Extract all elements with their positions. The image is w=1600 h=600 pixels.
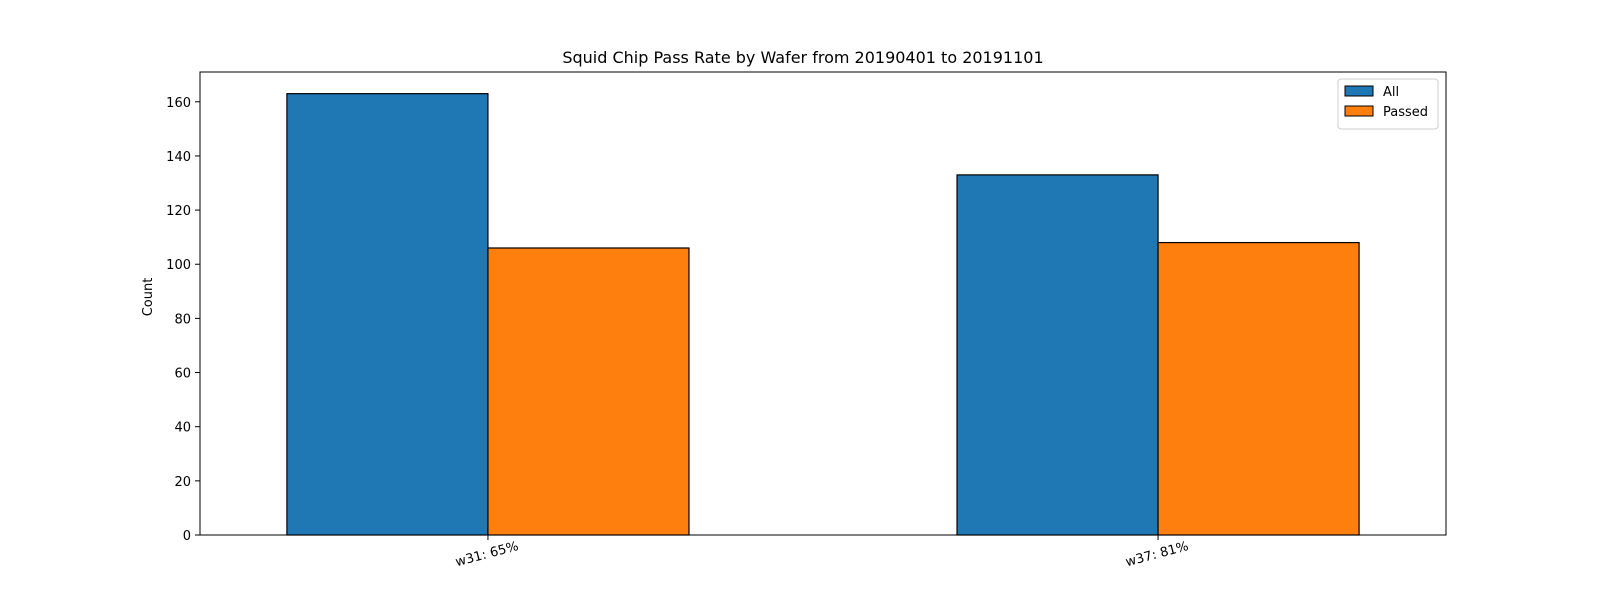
- bars-group: [286, 93, 1360, 536]
- legend-swatch-all: [1344, 85, 1374, 97]
- legend: All Passed: [1337, 78, 1439, 130]
- bar-passed-2: [1157, 241, 1360, 536]
- legend-label-passed: Passed: [1383, 105, 1428, 120]
- y-tick-label: 140: [166, 150, 191, 165]
- y-axis-label: Count: [141, 278, 156, 317]
- y-tick-label: 60: [174, 367, 191, 382]
- y-tick-label: 100: [166, 258, 191, 273]
- y-tick-label: 120: [166, 204, 191, 219]
- plot-frame: [199, 71, 1447, 536]
- chart-title: Squid Chip Pass Rate by Wafer from 20190…: [562, 48, 1043, 67]
- y-tick-label: 40: [174, 421, 191, 436]
- y-axis-ticks: 0 20 40 60 80 100 120 140 160: [166, 96, 200, 544]
- legend-swatch-passed: [1344, 105, 1374, 117]
- bar-passed-1: [487, 247, 690, 536]
- bar-all-1: [286, 93, 489, 536]
- x-axis-ticks: w31: 65% w37: 81%: [454, 535, 1190, 570]
- x-tick-label: w37: 81%: [1124, 539, 1190, 570]
- y-tick-label: 80: [174, 312, 191, 327]
- y-tick-label: 160: [166, 96, 191, 111]
- y-tick-label: 20: [174, 475, 191, 490]
- bar-all-2: [956, 174, 1159, 536]
- y-tick-label: 0: [183, 529, 191, 544]
- x-tick-label: w31: 65%: [454, 539, 520, 570]
- legend-label-all: All: [1383, 85, 1399, 100]
